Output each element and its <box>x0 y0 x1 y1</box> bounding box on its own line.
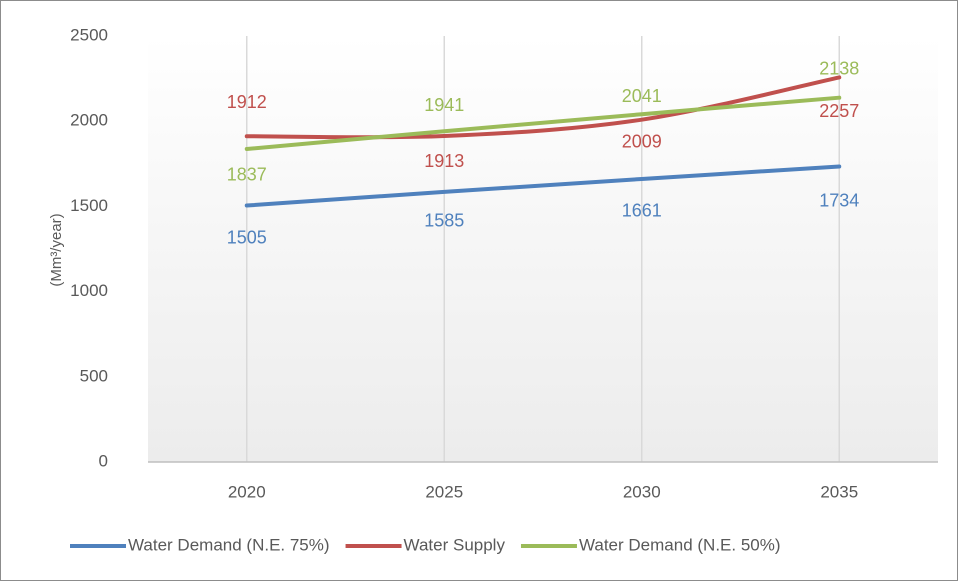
series-line <box>244 75 842 140</box>
x-tick-label: 2035 <box>820 482 858 501</box>
data-label: 1661 <box>622 201 662 221</box>
legend-label: Water Supply <box>404 535 506 554</box>
data-label: 2138 <box>819 58 859 78</box>
data-label: 2009 <box>622 131 662 151</box>
x-tick-label: 2030 <box>623 482 661 501</box>
data-label: 1734 <box>819 190 859 210</box>
data-label: 1913 <box>424 151 464 171</box>
data-label: 1585 <box>424 211 464 231</box>
plot-area <box>148 36 938 462</box>
y-tick-label: 2000 <box>70 111 108 130</box>
x-tick-label: 2020 <box>228 482 266 501</box>
data-label: 1505 <box>227 227 267 247</box>
y-tick-label: 0 <box>99 451 108 470</box>
y-tick-label: 1500 <box>70 196 108 215</box>
y-tick-label: 500 <box>80 366 108 385</box>
legend-label: Water Demand (N.E. 75%) <box>128 535 330 554</box>
data-label: 1837 <box>227 165 267 185</box>
data-label: 1912 <box>227 92 267 112</box>
y-axis-title: (Mm³/year) <box>48 213 65 286</box>
series-line <box>244 164 842 208</box>
data-label: 1941 <box>424 95 464 115</box>
legend-label: Water Demand (N.E. 50%) <box>579 535 781 554</box>
series-line <box>244 95 842 151</box>
y-tick-label: 1000 <box>70 281 108 300</box>
x-tick-label: 2025 <box>425 482 463 501</box>
data-label: 2257 <box>819 101 859 121</box>
data-label: 2041 <box>622 86 662 106</box>
y-tick-label: 2500 <box>70 25 108 44</box>
